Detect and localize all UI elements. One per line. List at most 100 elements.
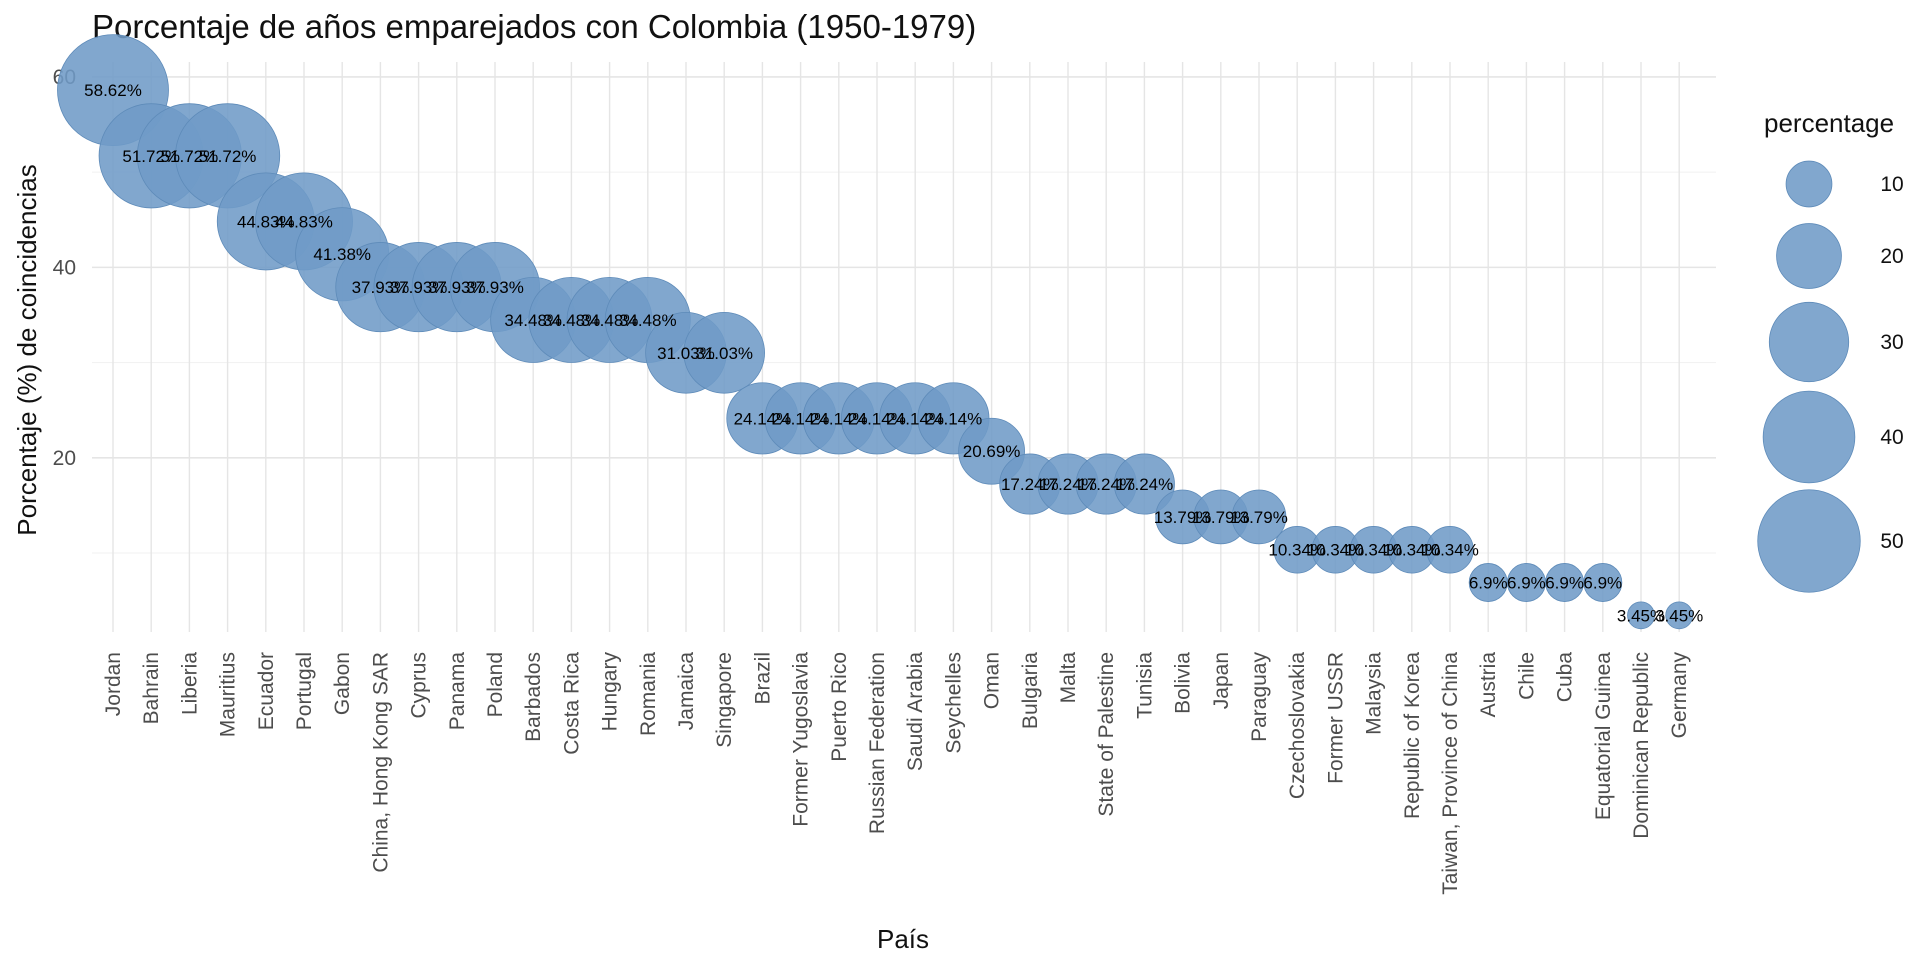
x-tick-label: Seychelles <box>942 652 965 754</box>
legend-bubble <box>1785 160 1833 208</box>
y-tick-label: 20 <box>53 447 76 470</box>
data-label: 3.45% <box>1617 606 1665 625</box>
data-label: 17.24% <box>1116 475 1174 494</box>
data-label: 6.9% <box>1545 573 1584 592</box>
bubble <box>1583 563 1623 602</box>
chart-title: Porcentaje de años emparejados con Colom… <box>92 8 977 45</box>
data-label: 37.93% <box>390 278 448 297</box>
data-label: 34.48% <box>504 311 562 330</box>
data-label: 44.83% <box>237 212 295 231</box>
data-label: 44.83% <box>275 212 333 231</box>
x-tick-label: Germany <box>1668 652 1691 739</box>
data-label: 6.9% <box>1507 573 1546 592</box>
data-label: 31.03% <box>695 344 753 363</box>
x-tick-label: Former Yugoslavia <box>790 652 813 827</box>
data-label: 10.34% <box>1307 541 1365 560</box>
data-label: 24.14% <box>925 409 983 428</box>
x-tick-label: Jamaica <box>675 652 698 731</box>
data-label: 24.14% <box>848 409 906 428</box>
x-tick-label: Hungary <box>599 652 622 732</box>
x-tick-label: Ecuador <box>255 652 278 730</box>
data-label: 10.34% <box>1421 541 1479 560</box>
y-axis-title: Porcentaje (%) de coincidencias <box>12 164 42 535</box>
data-label: 37.93% <box>428 278 486 297</box>
data-label: 20.69% <box>963 442 1021 461</box>
bubble <box>1426 526 1474 574</box>
data-label: 13.79% <box>1154 508 1212 527</box>
x-tick-label: Portugal <box>293 652 316 730</box>
x-tick-label: Barbados <box>522 652 545 742</box>
x-tick-label: Bahrain <box>140 652 163 724</box>
x-tick-label: Japan <box>1210 652 1233 709</box>
data-label: 24.14% <box>734 409 792 428</box>
data-label: 17.24% <box>1039 475 1097 494</box>
x-tick-label: Bolivia <box>1172 652 1195 714</box>
data-label: 3.45% <box>1655 606 1703 625</box>
data-label: 51.72% <box>161 147 219 166</box>
bubble <box>1113 453 1175 515</box>
data-label: 51.72% <box>122 147 180 166</box>
data-label: 13.79% <box>1192 508 1250 527</box>
x-tick-label: Bulgaria <box>1019 652 1042 729</box>
data-label: 6.9% <box>1583 573 1622 592</box>
x-tick-label: Dominican Republic <box>1630 652 1653 839</box>
x-tick-label: Brazil <box>751 652 774 705</box>
y-tick-label: 40 <box>53 256 76 279</box>
data-label: 34.48% <box>581 311 639 330</box>
x-tick-label: Saudi Arabia <box>904 652 927 771</box>
data-label: 31.03% <box>657 344 715 363</box>
x-tick-label: Russian Federation <box>866 652 889 834</box>
legend-label: 30 <box>1880 331 1903 354</box>
legend: percentage 10 20 30 40 50 <box>1757 108 1904 593</box>
data-label: 17.24% <box>1001 475 1059 494</box>
x-tick-label: Czechoslovakia <box>1286 652 1309 799</box>
legend-label: 10 <box>1880 173 1903 196</box>
x-tick-label: Chile <box>1515 652 1538 700</box>
bubble <box>1231 489 1287 545</box>
legend-bubble <box>1768 301 1850 383</box>
data-label: 24.14% <box>810 409 868 428</box>
data-label: 51.72% <box>199 147 257 166</box>
bubble <box>1665 601 1694 630</box>
data-label: 58.62% <box>84 81 142 100</box>
x-tick-label: Paraguay <box>1248 652 1271 742</box>
x-tick-label: Former USSR <box>1324 652 1347 784</box>
data-label: 13.79% <box>1230 508 1288 527</box>
legend-bubble <box>1762 390 1856 484</box>
x-tick-label: Gabon <box>331 652 354 715</box>
x-tick-label: Puerto Rico <box>828 652 851 762</box>
bubbles <box>57 34 1694 630</box>
x-tick-label: Costa Rica <box>560 652 583 755</box>
legend-title: percentage <box>1764 108 1894 138</box>
x-tick-label: Singapore <box>713 652 736 748</box>
data-label: 37.93% <box>352 278 410 297</box>
x-tick-label: Malta <box>1057 652 1080 704</box>
x-tick-label: China, Hong Kong SAR <box>369 652 392 873</box>
legend-label: 50 <box>1880 530 1903 553</box>
x-tick-label: Panama <box>446 652 469 731</box>
x-tick-label: State of Palestine <box>1095 652 1118 817</box>
bubble <box>683 311 765 394</box>
x-axis-title: País <box>877 924 929 954</box>
x-tick-label: Taiwan, Province of China <box>1439 652 1462 895</box>
x-axis-ticks: Jordan Bahrain Liberia Mauritius Ecuador Port… <box>102 652 1691 895</box>
legend-label: 20 <box>1880 245 1903 268</box>
legend-label: 40 <box>1880 426 1903 449</box>
x-tick-label: Poland <box>484 652 507 717</box>
x-tick-label: Oman <box>981 652 1004 709</box>
x-tick-label: Equatorial Guinea <box>1592 652 1615 820</box>
legend-bubble <box>1757 489 1861 593</box>
data-label: 17.24% <box>1077 475 1135 494</box>
data-label: 6.9% <box>1469 573 1508 592</box>
bubble <box>1627 601 1655 630</box>
x-tick-label: Cuba <box>1554 652 1577 703</box>
x-tick-label: Malaysia <box>1363 652 1386 735</box>
data-label: 24.14% <box>772 409 830 428</box>
data-label: 34.48% <box>619 311 677 330</box>
x-tick-label: Republic of Korea <box>1401 652 1424 819</box>
data-label: 24.14% <box>886 409 944 428</box>
legend-bubble <box>1776 223 1842 289</box>
x-tick-label: Austria <box>1477 652 1500 718</box>
data-label: 10.34% <box>1345 541 1403 560</box>
